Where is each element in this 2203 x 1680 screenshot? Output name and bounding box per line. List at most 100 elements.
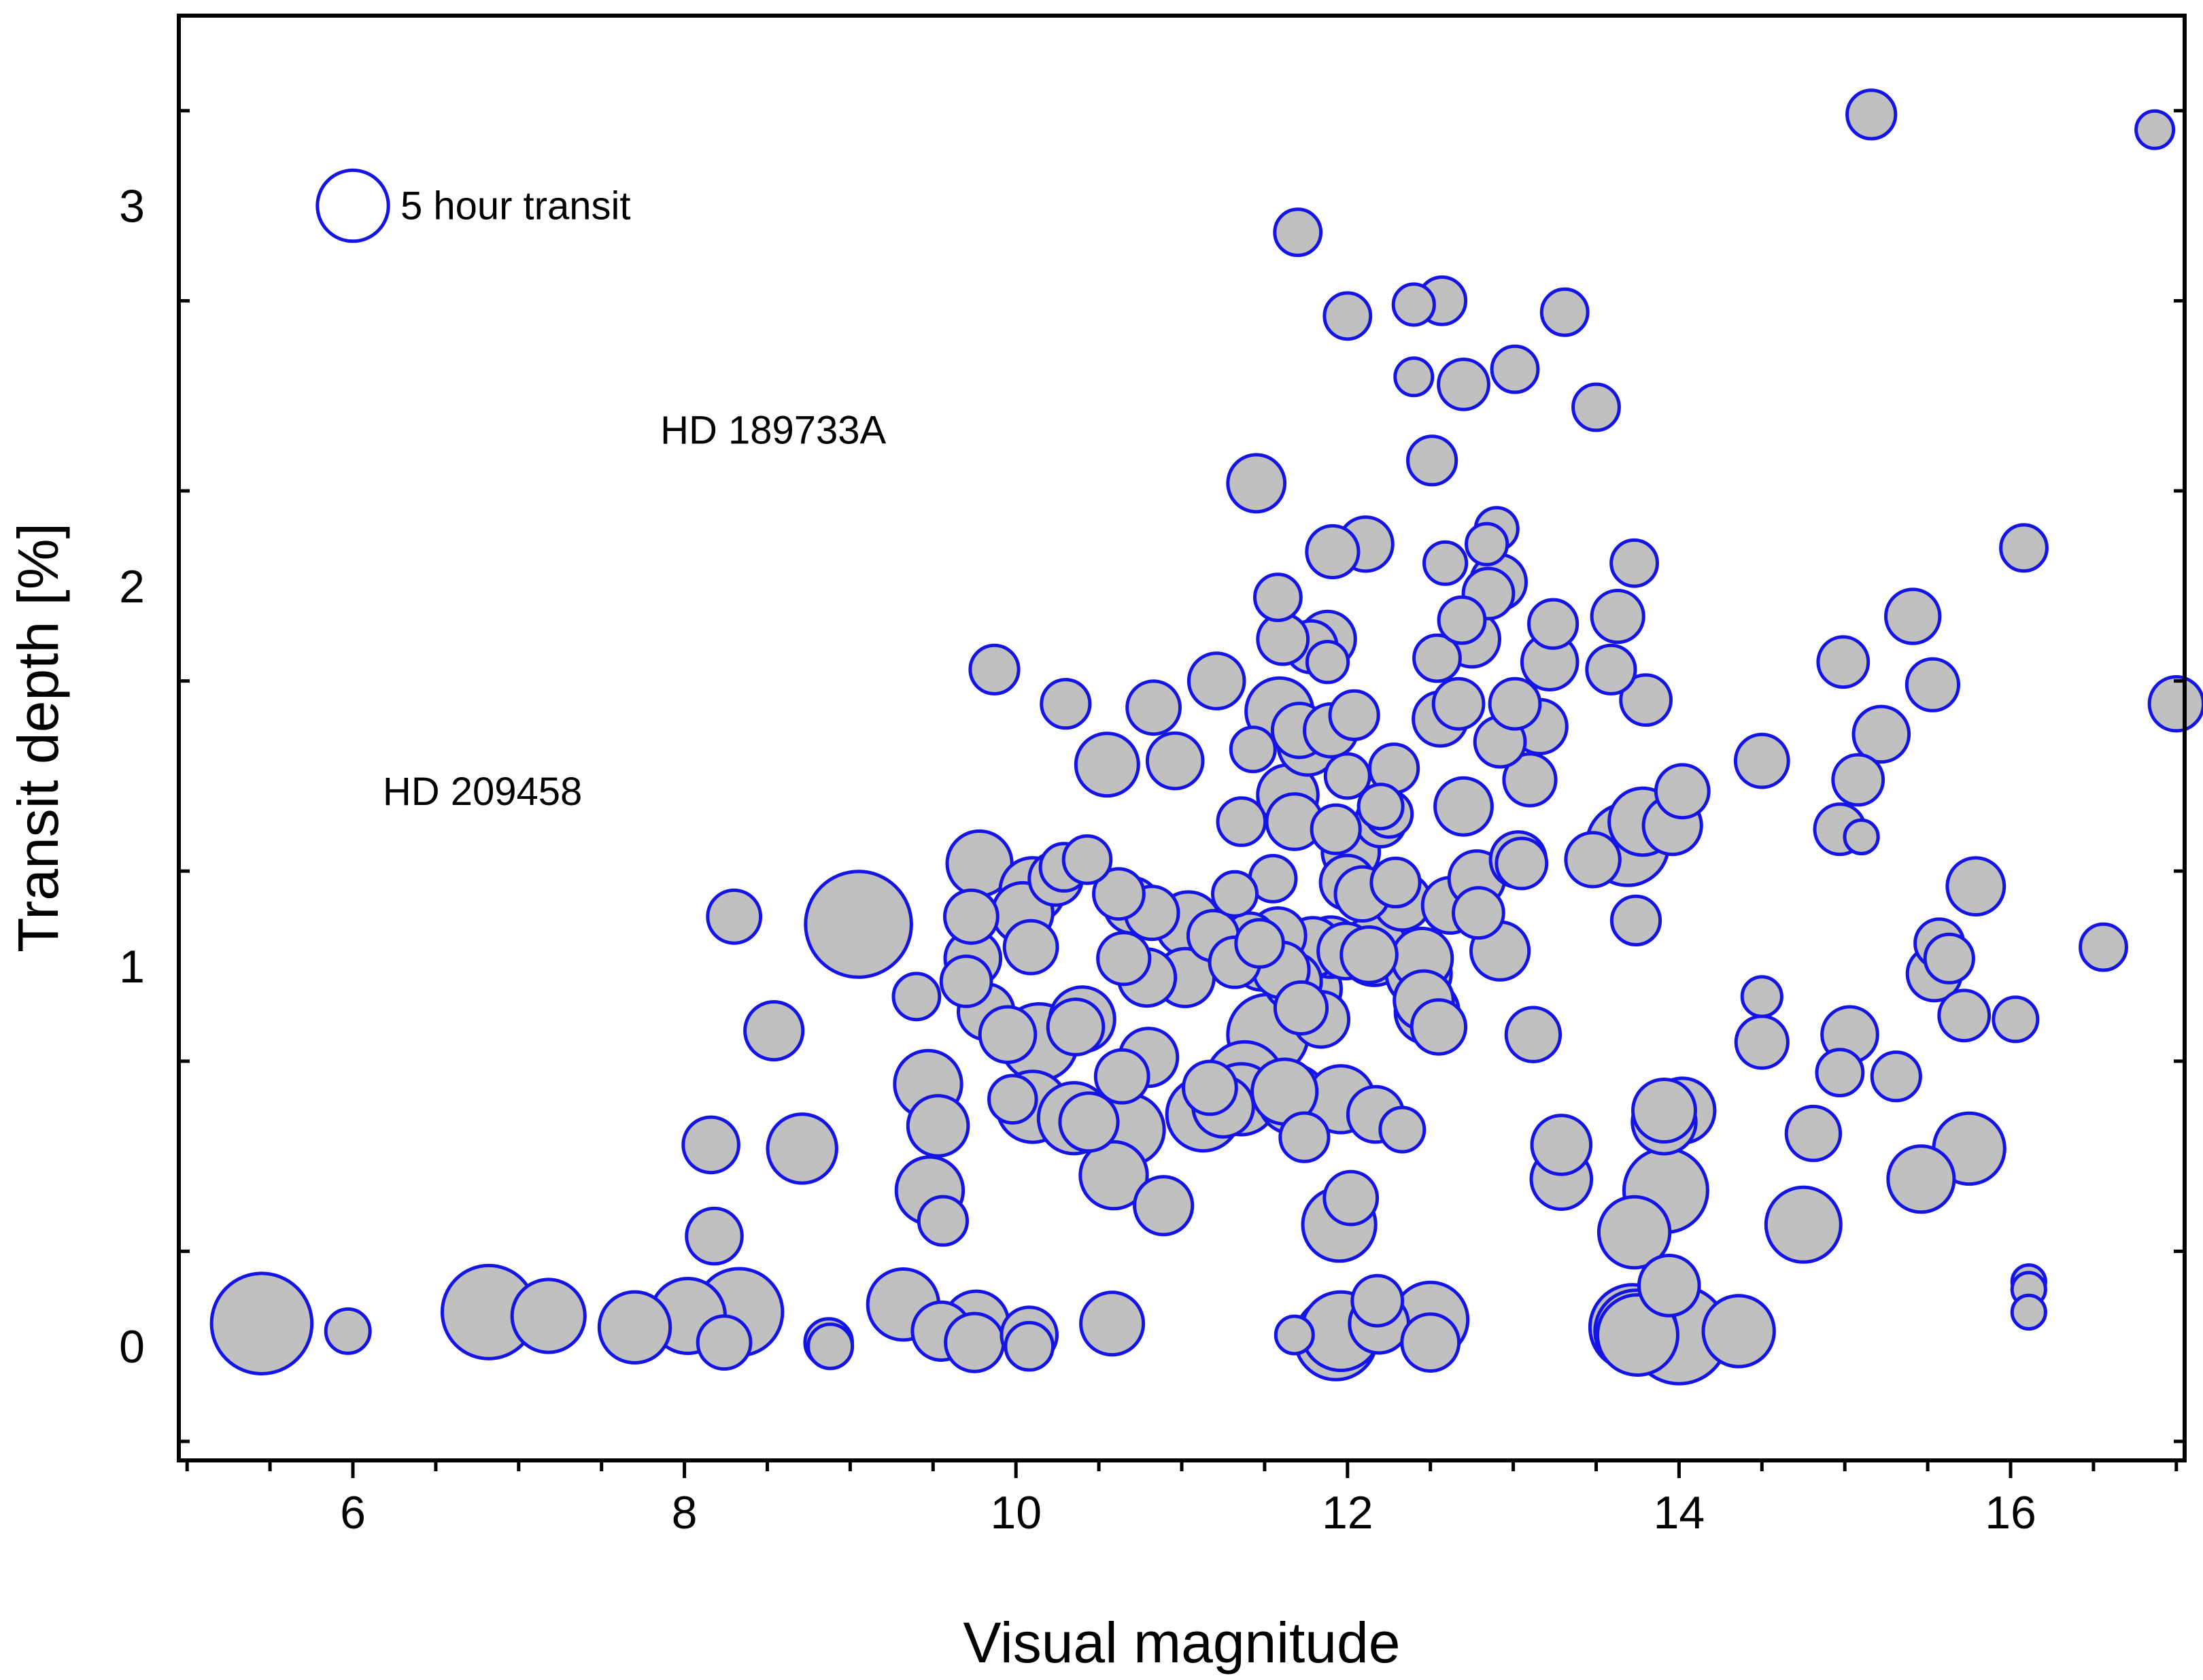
data-point [1596, 1195, 1672, 1270]
data-point [1256, 612, 1310, 666]
data-point [1740, 975, 1783, 1018]
data-point [1564, 831, 1622, 889]
data-point [1937, 989, 1992, 1043]
data-point [1412, 633, 1462, 683]
data-point [1539, 287, 1590, 337]
data-point [1096, 931, 1152, 987]
data-point [696, 1314, 753, 1371]
data-point [1253, 572, 1303, 622]
y-tick-label: 3 [119, 181, 145, 233]
y-tick-label: 2 [119, 561, 145, 613]
data-point [1391, 282, 1436, 327]
data-point [1229, 725, 1277, 774]
data-point [706, 888, 763, 945]
data-point [1322, 291, 1373, 341]
data-point [743, 1000, 805, 1062]
data-point [1226, 453, 1287, 514]
data-point [917, 1195, 970, 1247]
x-tick-label: 14 [1654, 1487, 1705, 1539]
data-point [1437, 595, 1487, 645]
data-point [1273, 207, 1323, 258]
data-point [1310, 803, 1362, 855]
data-point [891, 972, 942, 1022]
data-point [1631, 1078, 1697, 1144]
data-point [1431, 676, 1486, 731]
data-point [1845, 88, 1898, 141]
data-point [597, 1290, 672, 1365]
x-tick-label: 8 [672, 1487, 698, 1539]
data-point [1058, 1091, 1120, 1153]
data-point [209, 1271, 314, 1375]
data-point [1234, 918, 1285, 969]
data-point [1701, 1294, 1776, 1369]
data-point [1125, 679, 1182, 736]
data-point [681, 1115, 740, 1175]
data-point [1465, 521, 1509, 566]
annotation-hd-189733a: HD 189733A [660, 409, 886, 453]
data-point [1654, 763, 1711, 820]
data-point [1339, 925, 1399, 984]
data-point [1452, 886, 1505, 940]
data-point [1488, 676, 1542, 731]
data-point [1816, 635, 1871, 689]
data-point [944, 1312, 1006, 1373]
x-tick-label: 12 [1322, 1487, 1373, 1539]
data-point [1831, 753, 1885, 807]
data-point [1495, 836, 1549, 891]
data-point [1305, 640, 1350, 685]
data-point [1004, 1320, 1055, 1372]
data-point [1350, 1273, 1405, 1328]
annotation-hd-209458: HD 209458 [383, 770, 582, 814]
data-point [1851, 704, 1911, 764]
data-point [1133, 1175, 1195, 1237]
data-point [1145, 731, 1205, 791]
data-point [1923, 932, 1975, 984]
data-point [1040, 678, 1092, 730]
data-point [1733, 732, 1790, 789]
y-tick-label: 0 [119, 1321, 145, 1373]
legend-marker [315, 168, 390, 243]
data-point [1609, 894, 1662, 947]
data-point [1422, 540, 1469, 586]
data-point [2010, 1293, 2047, 1331]
data-point [1393, 356, 1435, 398]
data-point [1356, 783, 1405, 831]
data-point [1905, 657, 1960, 713]
data-point [1527, 598, 1579, 650]
y-tick-label: 1 [119, 941, 145, 993]
legend-label: 5 hour transit [400, 184, 631, 228]
data-point [804, 870, 913, 979]
data-point [1400, 1312, 1461, 1373]
axis-ticks [179, 109, 2185, 1478]
y-axis-title: Transit depth [%] [6, 523, 70, 953]
data-point [1945, 856, 2006, 916]
data-point [1410, 998, 1468, 1056]
data-point [1278, 1111, 1331, 1163]
data-point [1211, 870, 1259, 918]
data-point [939, 955, 993, 1008]
data-point [1274, 1314, 1315, 1356]
data-point [1502, 752, 1558, 808]
data-point [1433, 776, 1494, 837]
data-point [324, 1307, 372, 1355]
data-point [943, 888, 1000, 945]
data-point [1061, 834, 1113, 885]
data-point [766, 1112, 838, 1185]
data-point [1504, 1006, 1562, 1063]
data-point [1078, 1139, 1149, 1211]
data-point [1046, 997, 1106, 1057]
data-point [2134, 109, 2176, 150]
data-point [1590, 589, 1645, 645]
data-point [1530, 1114, 1593, 1176]
data-point [1437, 358, 1490, 411]
data-point [1079, 1290, 1146, 1357]
data-point [1999, 523, 2049, 573]
data-point [987, 1074, 1038, 1125]
data-point [1322, 1169, 1380, 1227]
data-point [1093, 1048, 1150, 1105]
data-point [1843, 818, 1880, 856]
data-point [1637, 1254, 1701, 1318]
data-point [1571, 382, 1621, 432]
